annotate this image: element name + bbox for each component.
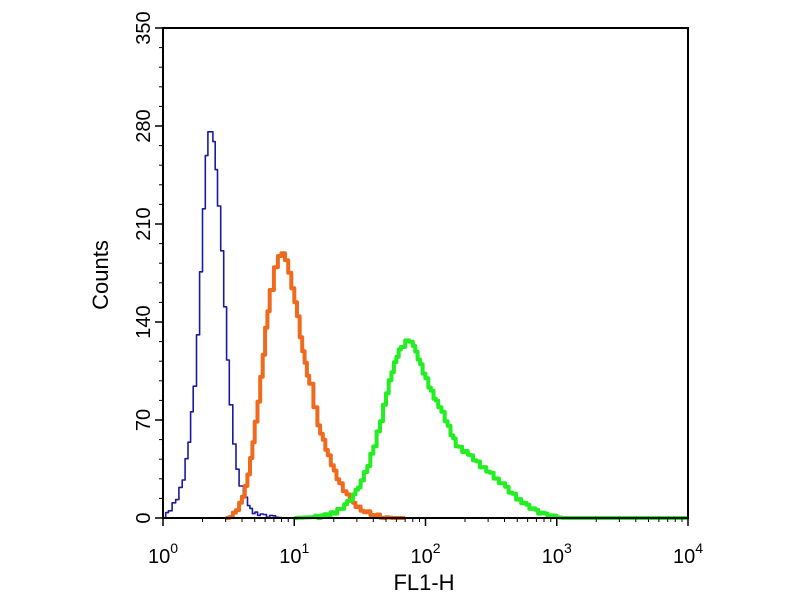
- x-tick-base: 10: [148, 546, 170, 568]
- x-tick-label: 103: [542, 540, 572, 568]
- y-tick-label: 280: [133, 109, 155, 142]
- x-tick-base: 10: [279, 546, 301, 568]
- x-tick-label: 104: [673, 540, 703, 568]
- x-tick-base: 10: [673, 546, 695, 568]
- y-tick-label: 0: [133, 512, 155, 523]
- x-tick-label: 102: [410, 540, 440, 568]
- histogram-series-2: [225, 251, 406, 520]
- x-tick-exponent: 4: [695, 540, 703, 556]
- x-tick-label: 101: [279, 540, 309, 568]
- x-tick-base: 10: [410, 546, 432, 568]
- x-tick-exponent: 2: [433, 540, 441, 556]
- y-tick-label: 350: [133, 11, 155, 44]
- y-tick-label: 70: [133, 409, 155, 431]
- x-tick-label: 100: [148, 540, 178, 568]
- y-tick-label: 210: [133, 207, 155, 240]
- x-axis-label: FL1-H: [393, 570, 454, 595]
- y-tick-label: 140: [133, 305, 155, 338]
- x-tick-exponent: 1: [301, 540, 309, 556]
- x-tick-base: 10: [542, 546, 564, 568]
- y-axis: 0 70 140 210 280 350: [133, 11, 163, 524]
- histogram-series-1: [163, 131, 305, 519]
- x-axis: 100 101 102 103 104: [148, 518, 703, 568]
- x-tick-exponent: 3: [564, 540, 572, 556]
- x-tick-exponent: 0: [170, 540, 178, 556]
- y-axis-label: Counts: [88, 240, 113, 310]
